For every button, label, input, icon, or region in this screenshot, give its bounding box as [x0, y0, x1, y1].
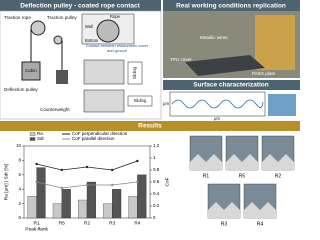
- y2-axis-label: CoF: [164, 177, 170, 186]
- plate: [185, 55, 265, 76]
- micrograph-label: R5: [239, 173, 246, 179]
- arrow-box: [127, 61, 143, 85]
- y2-tick-label: 0: [153, 215, 156, 220]
- micrograph-profile: [226, 154, 258, 170]
- y-tick-label: 10: [16, 143, 22, 148]
- x-tick-label: R3: [109, 220, 115, 226]
- y-tick-label: 2: [18, 201, 21, 206]
- cof-point: [85, 183, 89, 187]
- rope-section: [96, 19, 120, 43]
- deflection-pulley-icon: [53, 35, 63, 45]
- bar: [61, 189, 71, 219]
- label: Wall: [85, 24, 93, 29]
- bar: [27, 196, 37, 219]
- y-tick-label: 4: [18, 186, 21, 191]
- legend-label: Ra: [37, 131, 43, 136]
- label: PA6G plate: [252, 71, 276, 76]
- counterweight-box: [56, 70, 68, 84]
- legend-label: CoF parallel direction: [72, 136, 115, 141]
- label: Metallic wires: [200, 35, 228, 40]
- cof-point: [35, 180, 38, 184]
- header-bar: [0, 0, 161, 11]
- y-tick-label: 8: [18, 158, 21, 163]
- label: Traction rope: [4, 15, 31, 20]
- y2-tick-label: 1.2: [153, 143, 160, 148]
- micrograph-profile: [190, 154, 222, 170]
- sliding-diagram: [83, 89, 125, 113]
- bar: [112, 189, 122, 219]
- label: TPU cover: [170, 57, 192, 62]
- bar: [86, 181, 96, 219]
- label: Counterweight: [40, 107, 70, 112]
- axis-label: μm: [163, 101, 169, 106]
- contact-note: Contact between elastomeric cover and gr…: [85, 44, 149, 53]
- micrograph-profile: [208, 202, 240, 218]
- x-tick-label: R1: [34, 220, 40, 226]
- sliding-diagram: [83, 59, 125, 85]
- panel-frame: [0, 10, 162, 120]
- label: Rope: [110, 14, 121, 19]
- y2-tick-label: 0.6: [153, 179, 160, 184]
- bar: [103, 203, 113, 219]
- label: Bottom: [85, 38, 99, 43]
- cabin-box: [21, 61, 41, 81]
- micrograph-profile: [244, 202, 276, 218]
- y2-tick-label: 1: [153, 155, 156, 160]
- y-axis-label: Ra [μm] | Sdr [%]: [3, 164, 9, 201]
- cof-point: [60, 168, 63, 172]
- header-bar: [163, 0, 300, 11]
- cof-point: [85, 165, 89, 169]
- micrograph-profile: [262, 154, 294, 170]
- legend-label: CoF perpendicular direction: [72, 131, 128, 136]
- micrograph-label: R1: [203, 173, 210, 179]
- panel-title: Real working conditions replication: [176, 3, 286, 10]
- y2-tick-label: 0.2: [153, 203, 160, 208]
- label: Cabin: [25, 68, 37, 73]
- profile-plot: [169, 91, 266, 117]
- cof-point: [60, 186, 63, 190]
- x-axis-label: Peak-flank: [25, 226, 48, 232]
- y2-tick-label: 0.8: [153, 167, 160, 172]
- spool: [255, 15, 295, 70]
- panel-title: Surface characterization: [193, 82, 269, 89]
- micrograph-label: R2: [275, 173, 282, 179]
- surface-map: [268, 94, 296, 116]
- cof-point: [35, 162, 38, 166]
- cof-point: [136, 159, 139, 163]
- legend-label: Sdr: [37, 136, 45, 141]
- bar: [52, 203, 62, 219]
- cof-point: [111, 183, 114, 187]
- graphical-abstract: Deflection pulley - coated rope contact …: [0, 0, 300, 234]
- y-tick-label: 6: [18, 172, 21, 177]
- bar: [78, 199, 88, 219]
- arrow-box: [127, 95, 153, 107]
- x-tick-label: R5: [59, 220, 65, 226]
- cof-point: [111, 168, 114, 172]
- label: Sliding: [132, 66, 137, 79]
- panel-title: Results: [138, 123, 162, 130]
- y2-tick-label: 0.4: [153, 191, 160, 196]
- header-bar: [163, 80, 300, 90]
- note-box: Contact between elastomeric cover and gr…: [85, 44, 149, 53]
- legend-swatch: [29, 132, 36, 136]
- label: Deflection pulley: [4, 87, 38, 92]
- bar: [137, 174, 147, 219]
- x-tick-label: R2: [84, 220, 90, 226]
- bar: [128, 196, 138, 219]
- x-tick-label: R4: [134, 220, 140, 226]
- micrograph-label: R3: [221, 221, 228, 227]
- panel-title: Deflection pulley - coated rope contact: [20, 3, 140, 10]
- header-bar: [0, 121, 300, 131]
- label: Traction pulley: [47, 15, 77, 20]
- profile-line: [171, 99, 264, 109]
- y-tick-label: 0: [18, 215, 21, 220]
- cof-point: [136, 180, 139, 184]
- legend-swatch: [29, 137, 36, 141]
- traction-pulley: [30, 20, 46, 36]
- label: Sliding: [134, 98, 147, 103]
- bar: [36, 167, 46, 219]
- axis-label: μm: [214, 116, 220, 121]
- micrograph-label: R4: [257, 221, 264, 227]
